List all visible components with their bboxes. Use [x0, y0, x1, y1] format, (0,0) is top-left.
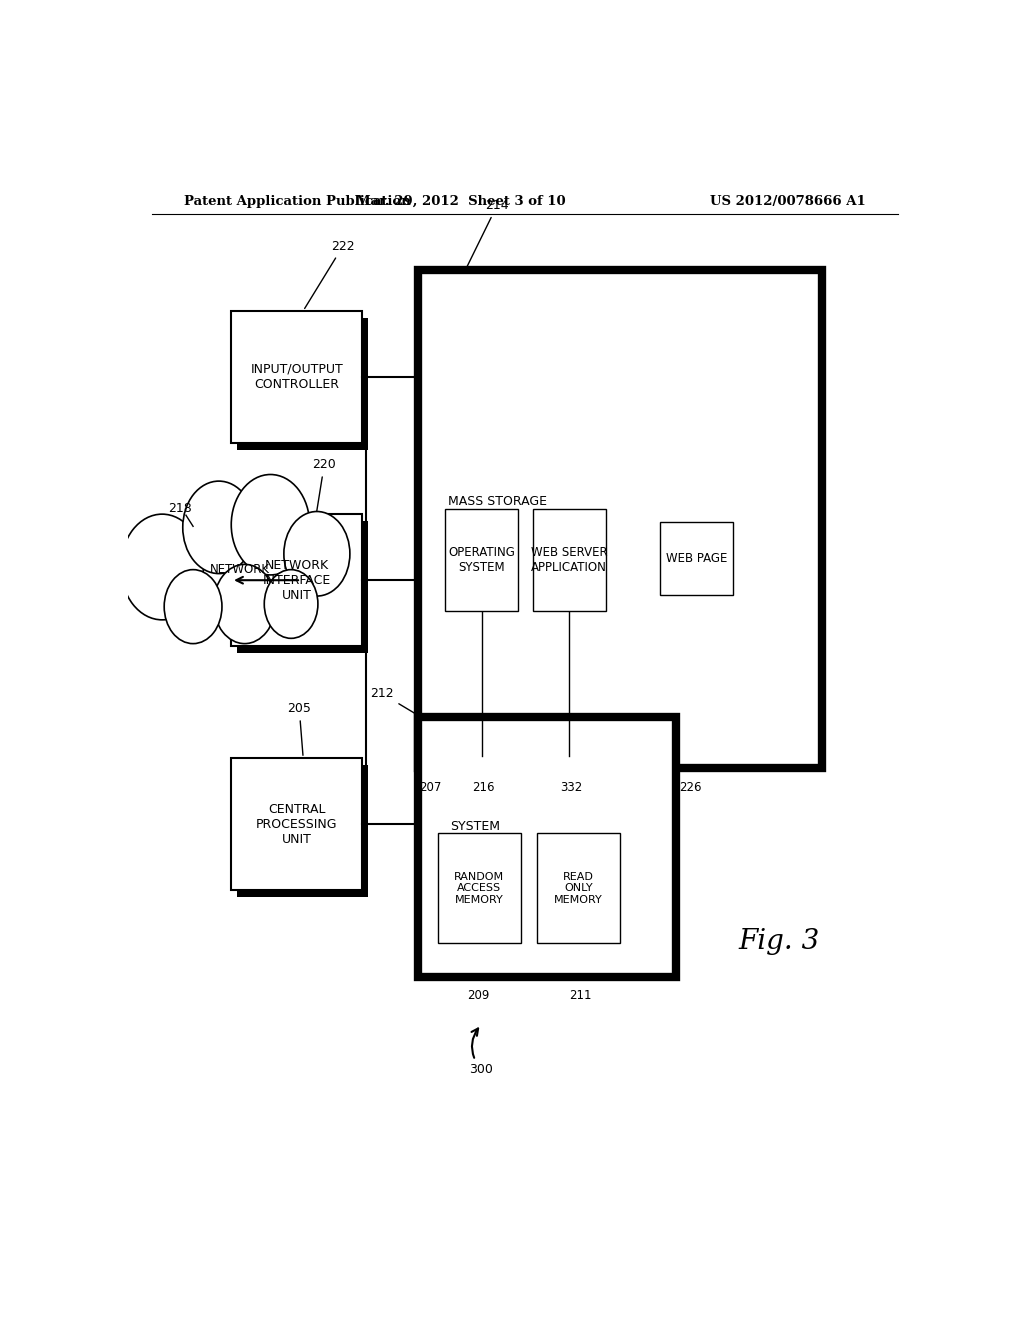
Text: OPERATING
SYSTEM: OPERATING SYSTEM — [449, 546, 515, 574]
Text: WEB PAGE: WEB PAGE — [666, 552, 727, 565]
Text: 205: 205 — [288, 702, 311, 755]
Text: 212: 212 — [370, 688, 419, 715]
Text: US 2012/0078666 A1: US 2012/0078666 A1 — [711, 194, 866, 207]
Bar — [237, 521, 368, 653]
Text: INPUT/OUTPUT
CONTROLLER: INPUT/OUTPUT CONTROLLER — [250, 363, 343, 391]
Text: 216: 216 — [472, 780, 495, 793]
Bar — [437, 833, 521, 942]
Text: Patent Application Publication: Patent Application Publication — [183, 194, 411, 207]
Bar — [418, 271, 822, 768]
Circle shape — [264, 570, 317, 639]
Text: NETWORK
INTERFACE
UNIT: NETWORK INTERFACE UNIT — [262, 558, 331, 602]
Bar — [231, 515, 362, 647]
Text: 218: 218 — [168, 502, 191, 515]
Text: 211: 211 — [569, 989, 591, 1002]
Circle shape — [182, 480, 255, 574]
Text: 222: 222 — [305, 240, 354, 309]
Bar — [231, 758, 362, 890]
Text: 226: 226 — [679, 780, 701, 793]
Bar — [237, 766, 368, 898]
Bar — [418, 718, 676, 977]
Bar — [231, 312, 362, 444]
Text: RANDOM
ACCESS
MEMORY: RANDOM ACCESS MEMORY — [454, 871, 504, 904]
Bar — [537, 833, 620, 942]
Text: 209: 209 — [467, 989, 489, 1002]
Text: 332: 332 — [560, 780, 582, 793]
Text: 220: 220 — [312, 458, 336, 511]
Text: 207: 207 — [419, 780, 441, 793]
Text: MASS STORAGE
DEVICE: MASS STORAGE DEVICE — [447, 495, 547, 523]
Bar — [532, 510, 606, 611]
Circle shape — [121, 515, 204, 620]
Bar — [237, 318, 368, 450]
Text: 300: 300 — [469, 1028, 494, 1076]
Text: Fig. 3: Fig. 3 — [738, 928, 819, 954]
Bar — [445, 510, 518, 611]
Text: 214: 214 — [467, 199, 509, 268]
Circle shape — [284, 511, 350, 597]
Circle shape — [164, 570, 222, 644]
Text: WEB SERVER
APPLICATION: WEB SERVER APPLICATION — [530, 546, 607, 574]
Text: Mar. 29, 2012  Sheet 3 of 10: Mar. 29, 2012 Sheet 3 of 10 — [356, 194, 566, 207]
Bar — [659, 523, 733, 595]
Text: SYSTEM
MEMORY: SYSTEM MEMORY — [447, 820, 503, 847]
Text: NETWORK: NETWORK — [210, 562, 270, 576]
Circle shape — [214, 565, 275, 644]
Text: CENTRAL
PROCESSING
UNIT: CENTRAL PROCESSING UNIT — [256, 803, 337, 846]
Circle shape — [231, 474, 309, 576]
Text: READ
ONLY
MEMORY: READ ONLY MEMORY — [554, 871, 603, 904]
